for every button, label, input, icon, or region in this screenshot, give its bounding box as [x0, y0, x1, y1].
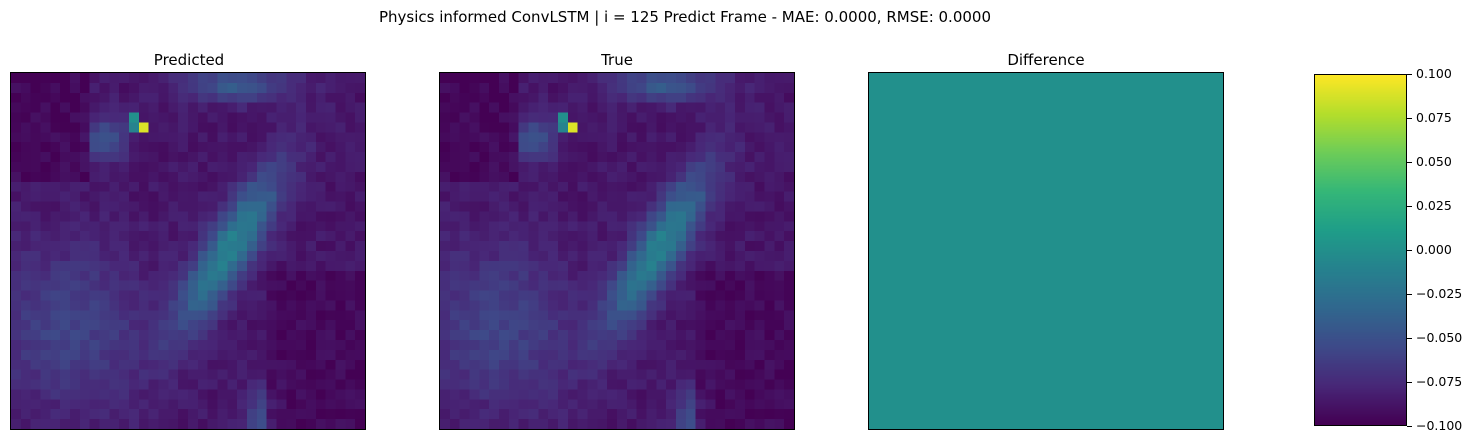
- colorbar-tick-label: 0.100: [1416, 66, 1452, 81]
- heatmap-predicted: [10, 72, 366, 430]
- colorbar-tick-label: 0.025: [1416, 198, 1452, 213]
- panel-title-predicted: Predicted: [153, 51, 225, 69]
- colorbar-tick-mark: [1407, 74, 1412, 75]
- colorbar-tick-mark: [1407, 338, 1412, 339]
- heatmap-predicted-canvas: [11, 73, 365, 429]
- colorbar-tick-label: 0.000: [1416, 242, 1452, 257]
- colorbar-tick-label: −0.050: [1416, 330, 1463, 345]
- heatmap-true-canvas: [440, 73, 794, 429]
- colorbar-tick-mark: [1407, 206, 1412, 207]
- panel-title-true: True: [601, 51, 633, 69]
- figure-title: Physics informed ConvLSTM | i = 125 Pred…: [379, 8, 991, 26]
- heatmap-difference: [868, 72, 1224, 430]
- colorbar-tick-label: 0.050: [1416, 154, 1452, 169]
- colorbar-tick-mark: [1407, 118, 1412, 119]
- colorbar-tick-label: −0.075: [1416, 374, 1463, 389]
- colorbar: [1314, 74, 1407, 426]
- panel-title-difference: Difference: [1007, 51, 1085, 69]
- heatmap-true: [439, 72, 795, 430]
- colorbar-tick-mark: [1407, 162, 1412, 163]
- colorbar-tick-label: −0.100: [1416, 418, 1463, 433]
- colorbar-tick-mark: [1407, 426, 1412, 427]
- colorbar-tick-mark: [1407, 250, 1412, 251]
- colorbar-tick-mark: [1407, 382, 1412, 383]
- heatmap-difference-canvas: [869, 73, 1223, 429]
- colorbar-tick-label: 0.075: [1416, 110, 1452, 125]
- colorbar-gradient: [1315, 75, 1406, 425]
- colorbar-tick-mark: [1407, 294, 1412, 295]
- colorbar-tick-label: −0.025: [1416, 286, 1463, 301]
